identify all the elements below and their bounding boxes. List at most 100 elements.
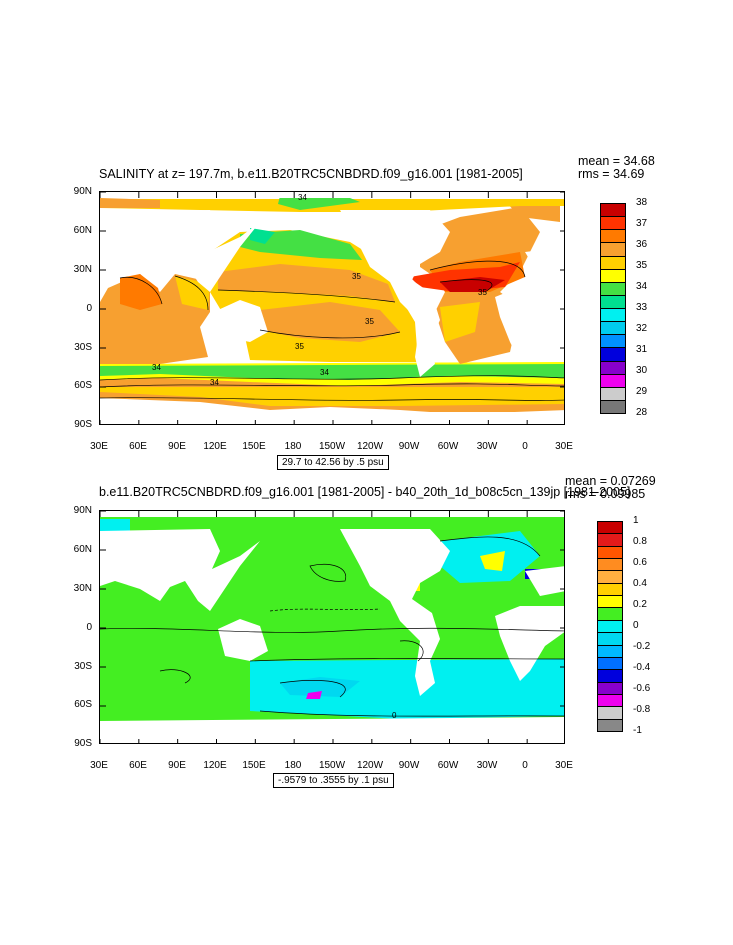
legend-label: 31 <box>636 344 648 355</box>
legend-swatch <box>600 360 626 375</box>
land-europe <box>525 247 564 277</box>
legend-swatch <box>600 268 626 283</box>
difference-map: 0 <box>99 510 565 744</box>
x-tick-label: 30W <box>476 441 498 452</box>
legend-swatch <box>597 718 623 732</box>
ocean-region <box>100 517 564 525</box>
contour-label: 35 <box>295 342 304 351</box>
x-tick-label: 90E <box>168 441 186 452</box>
land-africa <box>495 287 564 362</box>
legend-label: 32 <box>636 323 648 334</box>
x-tick-label: 30E <box>555 760 573 771</box>
contour-label: 34 <box>298 193 307 202</box>
legend-swatch <box>597 669 623 683</box>
legend-label: 0.4 <box>633 578 647 589</box>
land-australia <box>218 619 268 661</box>
legend-label: 36 <box>636 239 648 250</box>
legend-swatch <box>600 334 626 349</box>
x-tick-label: 150E <box>242 760 266 771</box>
land-antarctica <box>100 717 564 743</box>
ocean-region <box>440 302 480 342</box>
y-tick-label: 60S <box>74 380 92 391</box>
legend-swatch <box>597 656 623 671</box>
legend-label: 0 <box>633 620 639 631</box>
legend-swatch <box>600 308 626 323</box>
legend-swatch <box>600 386 626 401</box>
x-tick-label: 180 <box>284 441 302 452</box>
ocean-region <box>260 302 400 342</box>
y-tick-label: 30S <box>74 661 92 672</box>
ocean-region <box>250 228 275 244</box>
y-tick-label: 90N <box>73 186 92 197</box>
x-tick-label: 150E <box>242 441 266 452</box>
legend-swatch <box>597 706 623 720</box>
y-tick-label: 0 <box>86 622 92 633</box>
x-tick-label: 120W <box>356 441 384 452</box>
legend-label: 37 <box>636 218 648 229</box>
x-tick-label: 90W <box>398 441 420 452</box>
legend-label: 34 <box>636 281 648 292</box>
legend-swatch <box>597 619 623 634</box>
land-australia <box>218 300 268 342</box>
x-tick-label: 180 <box>284 760 302 771</box>
legend-label: 35 <box>636 260 648 271</box>
legend-swatch <box>600 294 626 309</box>
y-tick-label: 60N <box>73 544 92 555</box>
x-tick-label: 0 <box>522 760 528 771</box>
contour-lines <box>100 536 564 717</box>
contour-label: 34 <box>152 363 161 372</box>
range-label: -.9579 to .3555 by .1 psu <box>273 773 394 788</box>
ocean-band <box>100 387 564 406</box>
mean-stat: mean = 0.07269 <box>565 474 656 488</box>
tick-marks <box>100 511 564 743</box>
legend-label: 0.8 <box>633 536 647 547</box>
ocean-region <box>120 274 162 310</box>
x-tick-label: 120E <box>203 760 227 771</box>
legend-swatch <box>600 399 626 414</box>
x-tick-label: 30W <box>476 760 498 771</box>
legend-label: 28 <box>636 407 648 418</box>
legend-swatch <box>597 681 623 695</box>
ocean-region <box>218 264 395 302</box>
legend-swatch <box>600 373 626 388</box>
x-tick-label: 120W <box>356 760 384 771</box>
salinity-map-graphic <box>100 192 564 424</box>
legend-label: 30 <box>636 365 648 376</box>
panel-title: b.e11.B20TRC5CNBDRD.f09_g16.001 [1981-20… <box>99 485 631 499</box>
land-americas <box>340 210 450 377</box>
contour-label: 35 <box>478 288 487 297</box>
x-tick-label: 150W <box>318 760 346 771</box>
legend-label: 0.2 <box>633 599 647 610</box>
x-tick-label: 150W <box>318 441 346 452</box>
y-tick-label: 90S <box>74 419 92 430</box>
ocean-region <box>100 198 160 208</box>
legend-swatch <box>600 229 626 244</box>
legend-swatch <box>597 644 623 658</box>
legend-swatch <box>597 582 623 597</box>
x-tick-label: 60E <box>129 760 147 771</box>
legend-label: 1 <box>633 515 639 526</box>
ocean-region <box>480 551 505 571</box>
legend-swatch <box>597 521 623 535</box>
rms-stat: rms = 34.69 <box>578 167 645 181</box>
contour-label: 35 <box>365 317 374 326</box>
legend-swatch <box>600 242 626 257</box>
y-tick-label: 90N <box>73 505 92 516</box>
ocean-region <box>306 691 322 699</box>
legend-label: -0.4 <box>633 662 651 673</box>
y-tick-label: 60S <box>74 699 92 710</box>
panel-title: SALINITY at z= 197.7m, b.e11.B20TRC5CNBD… <box>99 167 523 181</box>
x-tick-label: 60W <box>437 760 459 771</box>
salinity-map: 34 35 35 35 35 34 34 34 <box>99 191 565 425</box>
ocean-region <box>280 677 360 697</box>
legend-label: -1 <box>633 725 642 736</box>
x-tick-label: 30E <box>90 441 108 452</box>
x-tick-label: 120E <box>203 441 227 452</box>
ocean-region <box>440 277 505 292</box>
range-label: 29.7 to 42.56 by .5 psu <box>277 455 389 470</box>
x-tick-label: 60W <box>437 441 459 452</box>
legend-swatch <box>597 545 623 560</box>
y-tick-label: 30S <box>74 342 92 353</box>
ocean-region <box>240 230 362 260</box>
legend-swatch <box>597 570 623 584</box>
